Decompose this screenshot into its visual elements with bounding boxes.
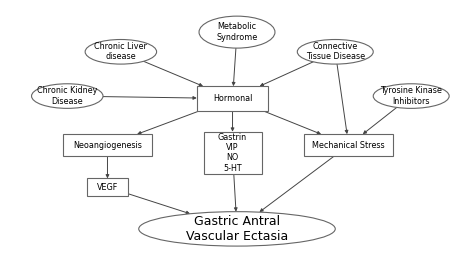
Text: Connective
Tissue Disease: Connective Tissue Disease: [306, 42, 365, 62]
Ellipse shape: [85, 39, 156, 64]
FancyBboxPatch shape: [203, 132, 262, 174]
Text: VEGF: VEGF: [97, 182, 118, 192]
Text: Neoangiogenesis: Neoangiogenesis: [73, 141, 142, 150]
Ellipse shape: [373, 84, 449, 108]
FancyBboxPatch shape: [304, 134, 393, 156]
Ellipse shape: [32, 84, 103, 108]
Text: Hormonal: Hormonal: [213, 94, 252, 103]
Text: Tyrosine Kinase
Inhibitors: Tyrosine Kinase Inhibitors: [380, 86, 442, 106]
FancyBboxPatch shape: [63, 134, 152, 156]
Ellipse shape: [199, 16, 275, 48]
Text: Mechanical Stress: Mechanical Stress: [312, 141, 385, 150]
Text: Gastrin
VIP
NO
5-HT: Gastrin VIP NO 5-HT: [218, 133, 247, 173]
Text: Metabolic
Syndrome: Metabolic Syndrome: [216, 22, 258, 42]
FancyBboxPatch shape: [87, 179, 128, 196]
Ellipse shape: [139, 212, 335, 246]
Ellipse shape: [297, 39, 373, 64]
Text: Chronic Liver
disease: Chronic Liver disease: [94, 42, 147, 62]
Text: Chronic Kidney
Disease: Chronic Kidney Disease: [37, 86, 98, 106]
Text: Gastric Antral
Vascular Ectasia: Gastric Antral Vascular Ectasia: [186, 215, 288, 243]
FancyBboxPatch shape: [197, 86, 268, 111]
